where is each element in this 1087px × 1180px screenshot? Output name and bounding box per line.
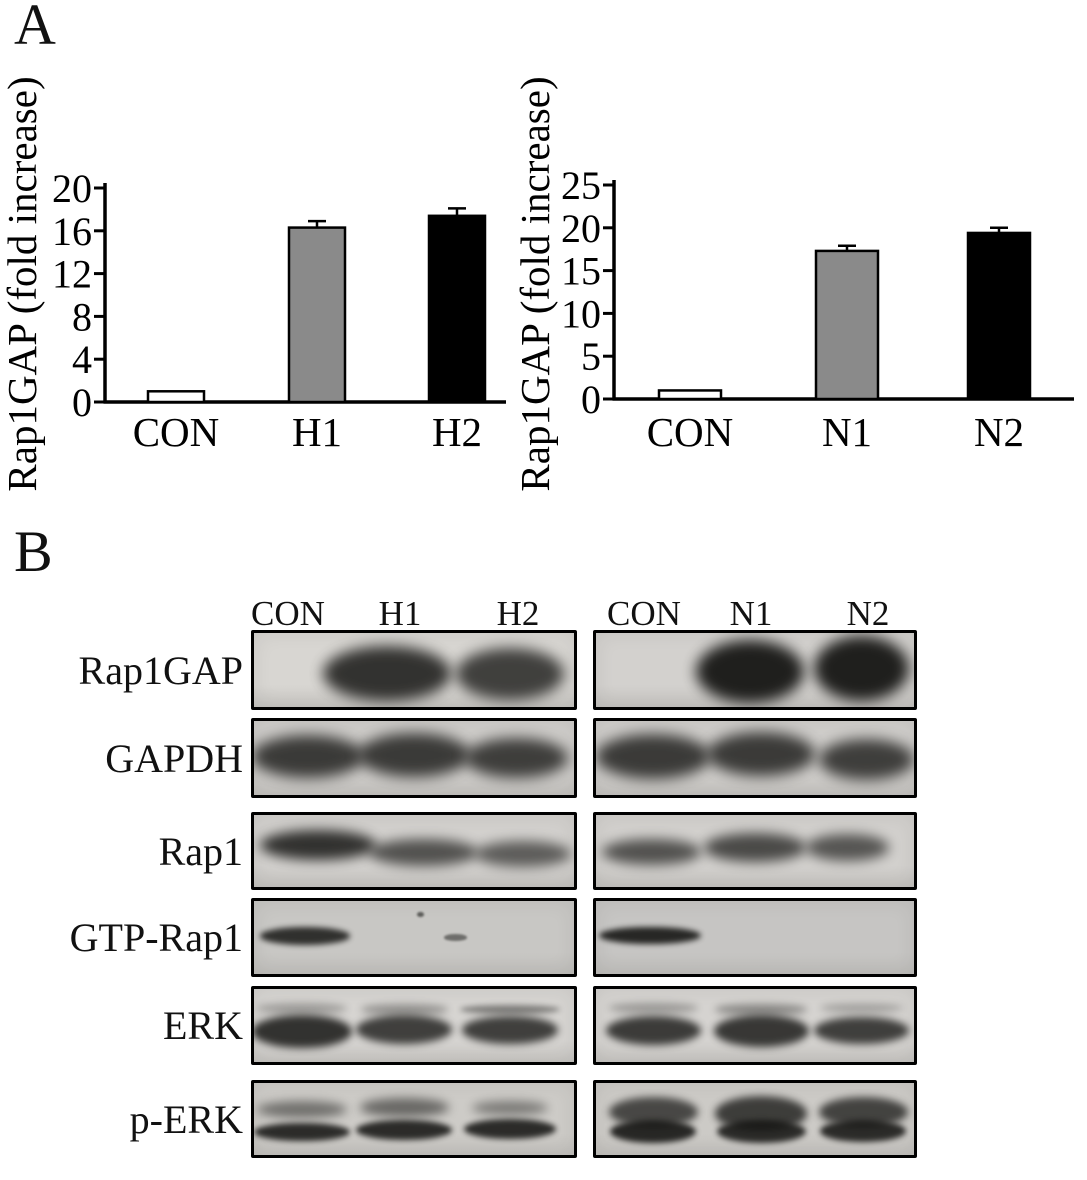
blot-Rap1GAP-right (593, 630, 917, 710)
blot-band (713, 1015, 810, 1048)
blot-band (474, 840, 571, 867)
blot-GAPDH-right (593, 718, 917, 798)
blot-band (361, 1004, 448, 1015)
y-tick-label: 5 (581, 334, 601, 379)
lane-header-left-CON: CON (251, 594, 325, 633)
blot-GAPDH-left (251, 718, 577, 798)
blot-band (465, 737, 568, 779)
blot-Rap1GAP-left (251, 630, 577, 710)
blot-GTP-Rap1-left (251, 898, 577, 977)
lane-header-right-N2: N2 (846, 594, 890, 633)
blot-row-label: GAPDH (105, 735, 243, 781)
blot-band (805, 833, 889, 862)
y-tick-label: 16 (52, 209, 92, 254)
panel-b-label: B (14, 519, 53, 584)
blot-band (260, 927, 350, 945)
blot-band (820, 1120, 907, 1143)
blot-band (596, 734, 711, 779)
blot-band (471, 1101, 549, 1116)
lane-header-right-CON: CON (607, 594, 681, 633)
blot-GTP-Rap1-right (593, 898, 917, 977)
y-axis-label: Rap1GAP (fold increase) (512, 76, 558, 491)
panel-a-label: A (14, 0, 56, 57)
blot-Rap1-right (593, 812, 917, 890)
blot-band (610, 1120, 697, 1144)
y-tick-label: 8 (72, 294, 92, 339)
blot-band (444, 934, 467, 941)
blot-band (463, 1119, 557, 1140)
blot-band (369, 838, 478, 867)
blot-band (356, 1119, 453, 1140)
blot-band (460, 1004, 560, 1015)
blot-Rap1-left (251, 812, 577, 890)
blot-band (322, 645, 451, 702)
bar-CON (657, 389, 723, 401)
y-axis-label: Rap1GAP (fold increase) (0, 76, 45, 491)
y-tick-label: 0 (581, 377, 601, 422)
blot-p-ERK-right (593, 1080, 917, 1158)
bar-N2 (966, 231, 1032, 401)
blot-band (818, 739, 914, 780)
blot-band (254, 735, 365, 778)
blot-band (359, 1098, 450, 1117)
y-tick-label: 4 (72, 337, 92, 382)
blot-band (455, 647, 565, 700)
lane-header-left-H1: H1 (378, 594, 422, 633)
lane-header-right-N1: N1 (729, 594, 773, 633)
blot-band (260, 830, 376, 861)
blot-row-label: Rap1GAP (78, 647, 243, 693)
blot-band (715, 1004, 808, 1015)
bar-N1 (814, 249, 880, 401)
blot-band (707, 732, 816, 777)
x-category-label: N2 (974, 409, 1024, 455)
blot-band (696, 640, 805, 703)
y-tick-label: 15 (561, 249, 601, 294)
blot-ERK-left (251, 986, 577, 1065)
bar-H2 (427, 214, 487, 404)
blot-row-label: p-ERK (129, 1096, 243, 1142)
blot-band (254, 1122, 350, 1142)
blot-band (257, 1101, 347, 1119)
x-category-label: H1 (292, 409, 342, 455)
blot-band (716, 1120, 806, 1144)
blot-band (462, 1016, 558, 1044)
blot-band (813, 1016, 910, 1045)
y-tick-label: 25 (561, 163, 601, 208)
blot-band (813, 635, 910, 702)
blot-band (257, 1003, 347, 1015)
blot-row-label: ERK (163, 1003, 243, 1048)
blot-band (820, 1003, 903, 1013)
y-tick-label: 20 (52, 166, 92, 211)
blot-band (254, 1014, 352, 1049)
blot-band (704, 833, 806, 862)
x-category-label: H2 (432, 409, 482, 455)
blot-band (599, 926, 701, 945)
x-category-label: CON (133, 409, 220, 455)
y-tick-label: 12 (52, 252, 92, 297)
blot-ERK-right (593, 986, 917, 1065)
y-tick-label: 0 (72, 380, 92, 425)
lane-header-left-H2: H2 (496, 594, 540, 633)
blot-band (356, 1015, 453, 1045)
x-category-label: N1 (822, 409, 872, 455)
bar-CON (146, 390, 206, 404)
x-category-label: CON (647, 409, 734, 455)
y-tick-label: 20 (561, 206, 601, 251)
blot-row-label: Rap1 (158, 828, 243, 874)
blot-row-label: GTP-Rap1 (69, 915, 243, 960)
blot-band (417, 912, 424, 918)
y-tick-label: 10 (561, 291, 601, 336)
blot-band (605, 1016, 701, 1046)
blot-band (602, 838, 701, 865)
blot-band (358, 732, 470, 778)
blot-p-ERK-left (251, 1080, 577, 1158)
blot-band (608, 1003, 698, 1013)
